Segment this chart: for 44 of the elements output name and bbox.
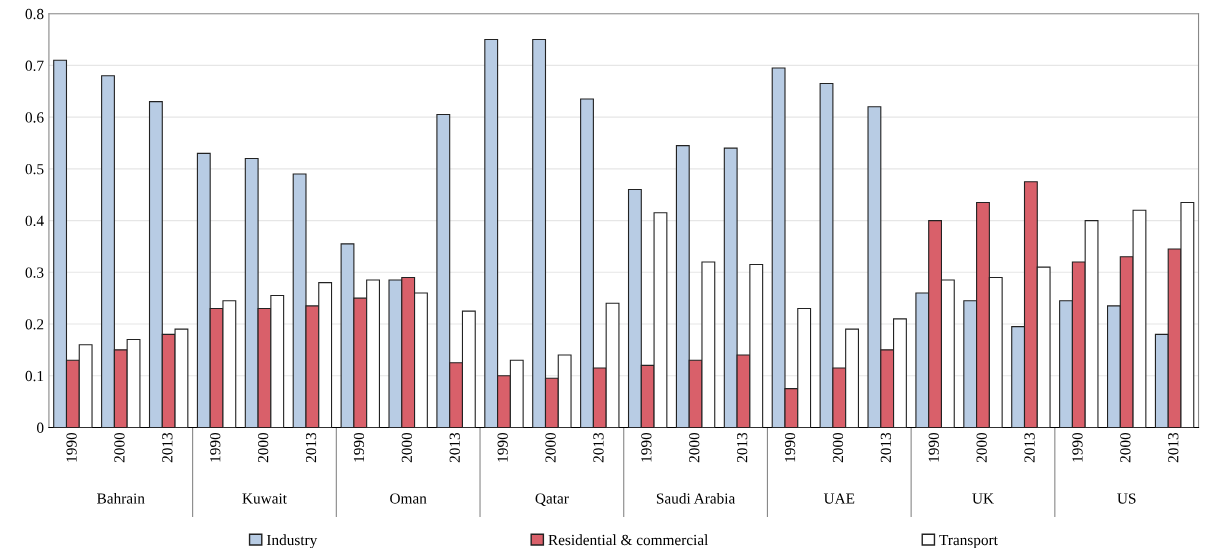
x-tick-label: 2000 xyxy=(545,432,556,463)
y-tick-label: 0.1 xyxy=(25,370,44,382)
text: UK xyxy=(972,493,994,504)
x-tick-label: 2000 xyxy=(976,432,987,463)
x-tick-label: 2013 xyxy=(1168,432,1179,463)
x-tick-label: 2013 xyxy=(162,432,173,463)
legend-label: Industry xyxy=(266,534,318,548)
y-tick-label: 0 xyxy=(37,422,44,433)
x-tick-label: 1990 xyxy=(1072,432,1083,462)
text: Qatar xyxy=(535,493,569,506)
x-tick-label: 2013 xyxy=(880,432,892,463)
y-tick-label: 0.5 xyxy=(25,163,44,175)
legend-label: Transport xyxy=(939,534,998,548)
y-tick-label: 0.4 xyxy=(25,215,44,227)
x-tick-label: 2000 xyxy=(257,432,269,463)
x-tick-label: 2000 xyxy=(401,432,412,463)
text: UAE xyxy=(823,493,855,504)
x-tick-label: 1990 xyxy=(928,432,939,462)
x-tick-label: 2013 xyxy=(737,432,748,463)
x-tick-label: 1990 xyxy=(353,432,365,462)
x-tick-label: 2013 xyxy=(1024,432,1035,463)
text: Bahrain xyxy=(97,492,145,504)
x-tick-label: 2013 xyxy=(305,432,317,463)
text: Kuwait xyxy=(242,493,287,504)
y-tick-label: 0.3 xyxy=(25,267,44,278)
x-tick-label: 2013 xyxy=(593,432,604,463)
y-tick-label: 0.7 xyxy=(25,60,44,71)
text: US xyxy=(1117,493,1136,504)
x-tick-label: 2000 xyxy=(832,432,844,463)
legend-label: Residential & commercial xyxy=(548,534,709,546)
x-tick-label: 1990 xyxy=(641,432,652,462)
x-tick-label: 1990 xyxy=(497,432,508,462)
text: Oman xyxy=(390,493,427,504)
y-tick-label: 0.6 xyxy=(25,112,44,123)
x-tick-label: 2000 xyxy=(1120,432,1131,463)
x-tick-label: 2000 xyxy=(689,432,700,463)
y-tick-label: 0.2 xyxy=(25,319,44,330)
x-tick-label: 1990 xyxy=(210,432,221,462)
x-tick-label: 2013 xyxy=(449,432,460,463)
x-tick-label: 2000 xyxy=(114,432,125,463)
y-tick-label: 0.8 xyxy=(25,8,44,20)
text: Saudi Arabia xyxy=(656,492,736,504)
x-tick-label: 1990 xyxy=(66,432,77,462)
x-tick-label: 1990 xyxy=(784,432,796,462)
